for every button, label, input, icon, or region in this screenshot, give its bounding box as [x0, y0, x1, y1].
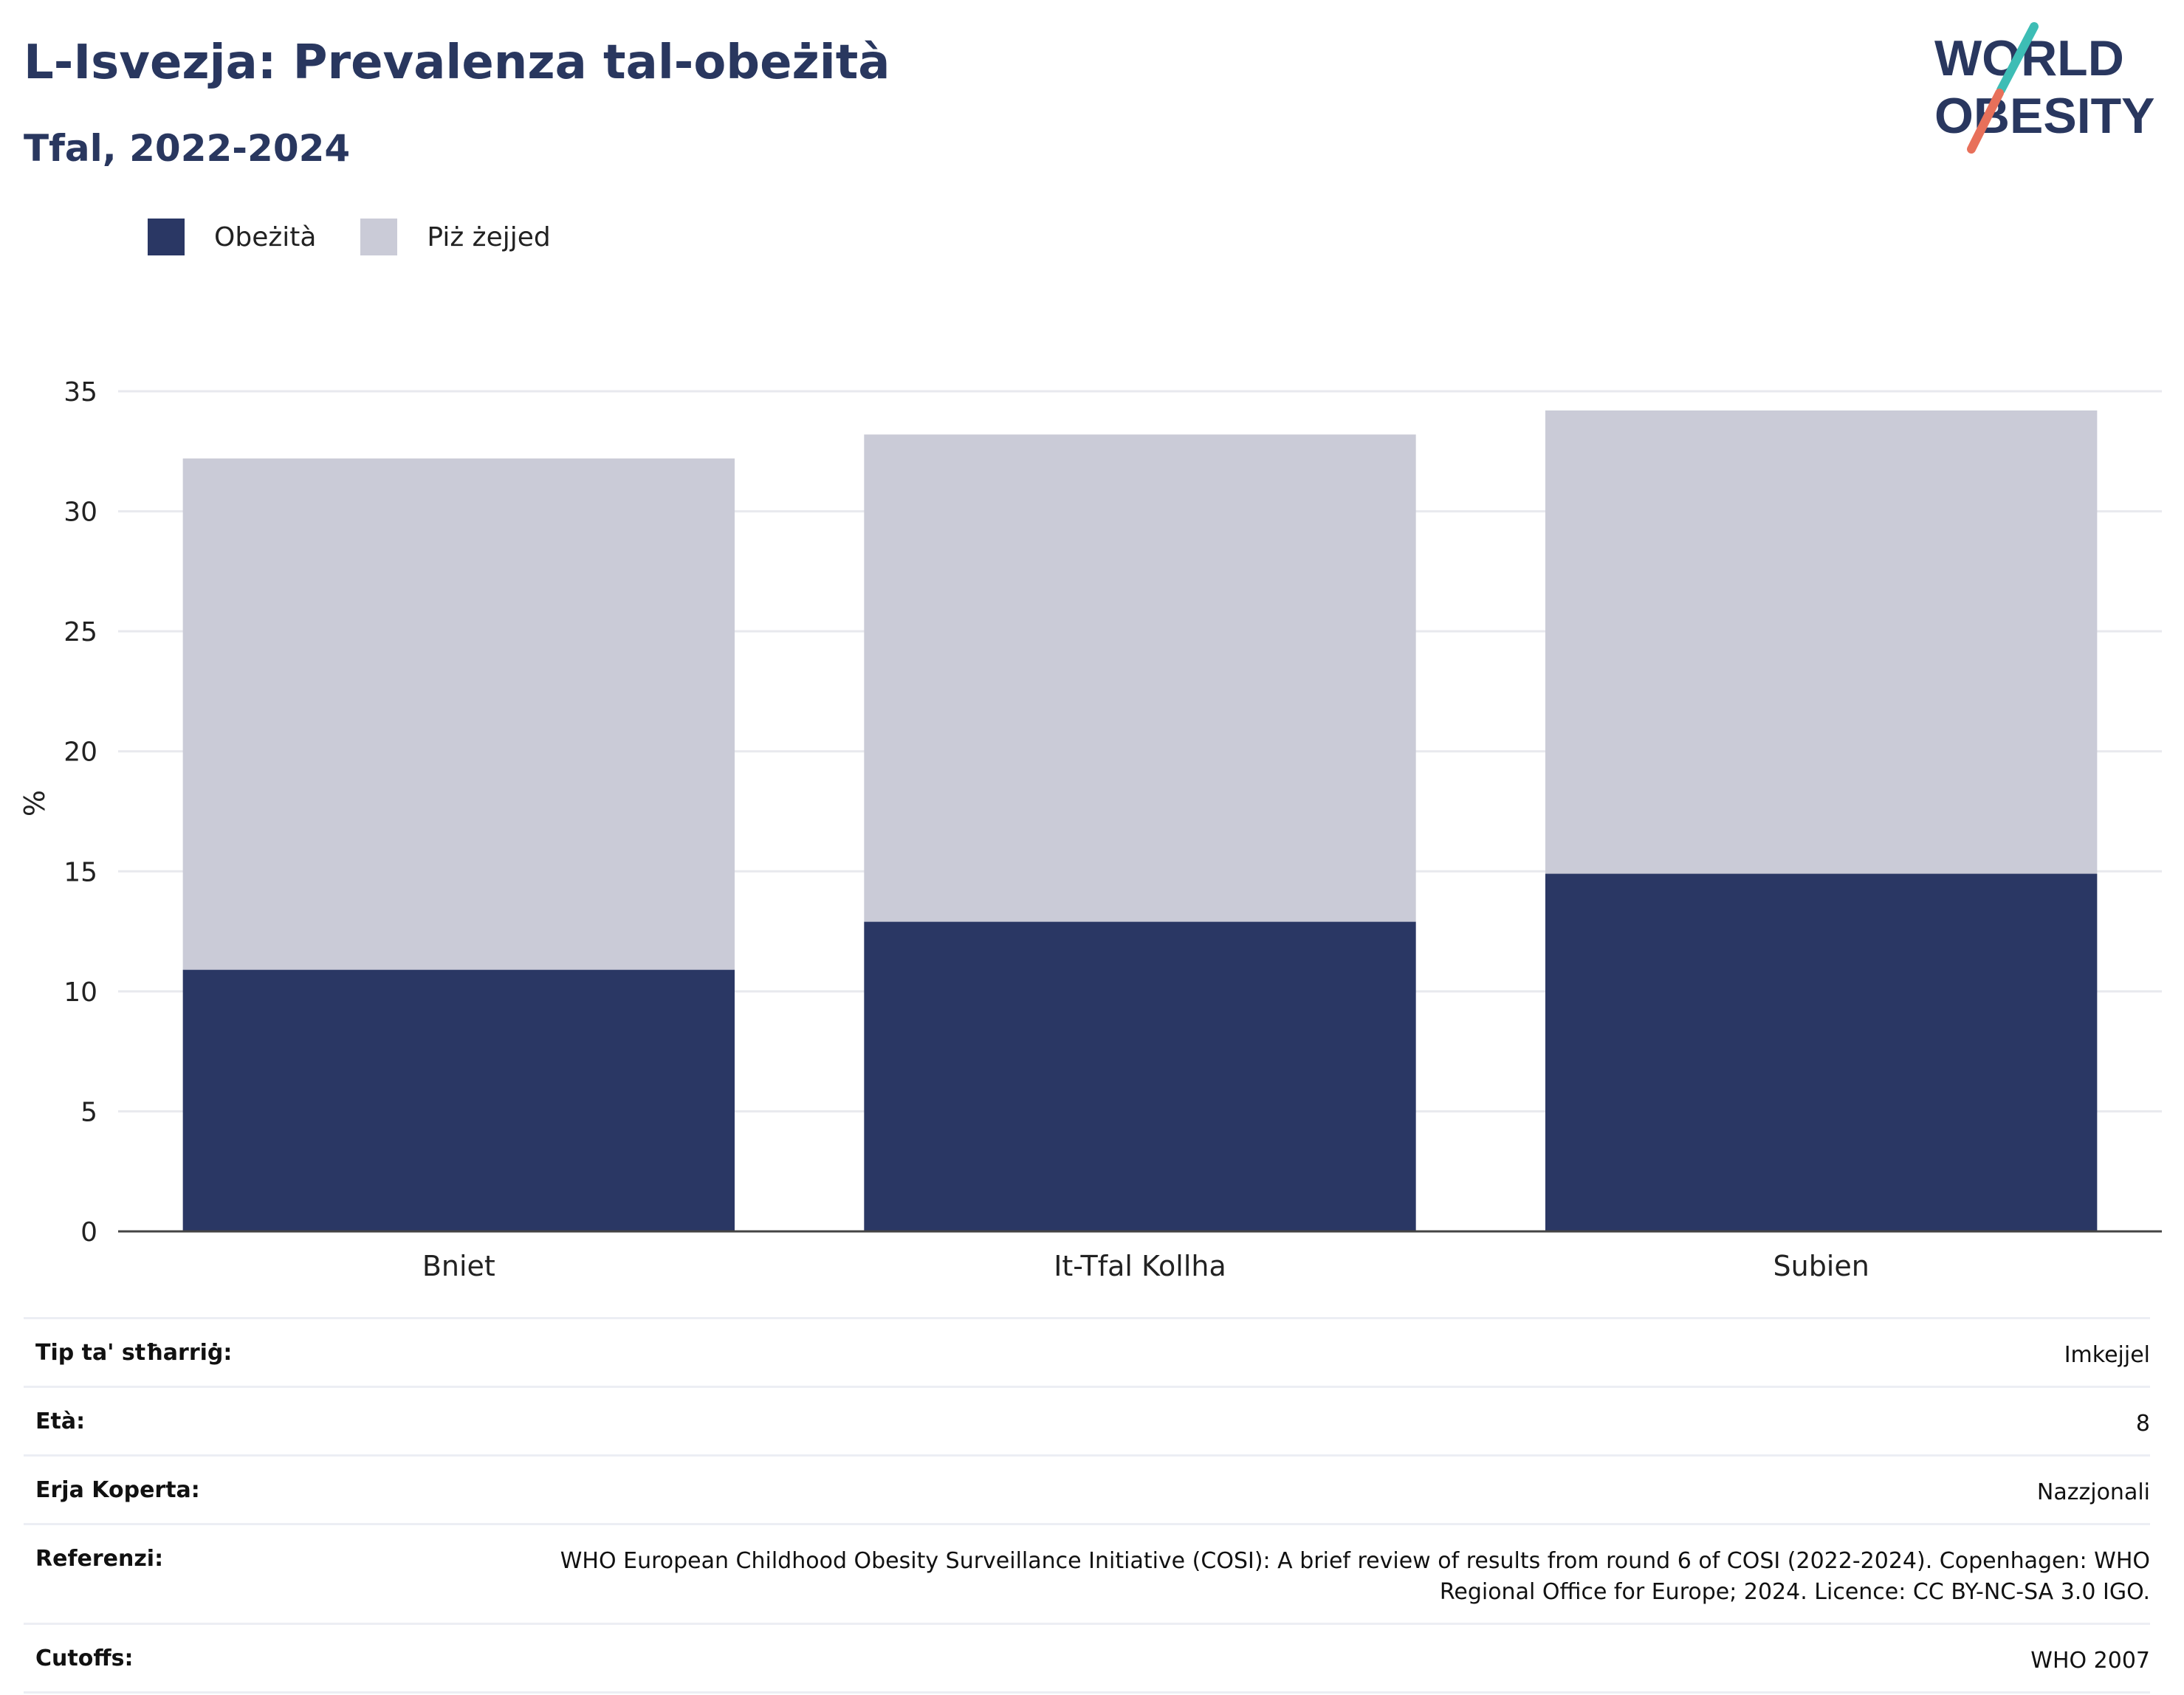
bar-overweight-0[interactable] [182, 458, 735, 970]
info-row: Età: 8 [24, 1386, 2150, 1454]
legend-item-obesity[interactable]: Obeżità [148, 219, 316, 255]
y-tick-label: 10 [63, 977, 97, 1008]
info-row: Tip ta' stħarriġ: Imkejjel [24, 1317, 2150, 1386]
bar-overweight-2[interactable] [1545, 410, 2098, 874]
bars [182, 410, 2098, 1231]
chart-title: L-Isvezja: Prevalenza tal-obeżità [24, 35, 890, 90]
y-tick-label: 35 [63, 377, 97, 408]
x-axis-ticks: Bniet It-Tfal Kollha Subien [422, 1250, 1869, 1282]
y-axis-ticks: 0 5 10 15 20 25 30 35 [63, 377, 97, 1248]
info-row: Referenzi: WHO European Childhood Obesity… [24, 1523, 2150, 1623]
x-tick-label: It-Tfal Kollha [1054, 1250, 1226, 1282]
legend-label-obesity: Obeżità [214, 221, 317, 252]
logo-teal-slash [1996, 22, 2039, 94]
info-label: Tip ta' stħarriġ: [35, 1340, 233, 1366]
bar-overweight-1[interactable] [864, 434, 1416, 922]
info-label: Erja Koperta: [35, 1477, 200, 1503]
bar-obesity-1[interactable] [864, 921, 1416, 1231]
info-row: Cutoffs: WHO 2007 [24, 1623, 2150, 1694]
y-tick-label: 0 [80, 1217, 97, 1248]
logo-coral-slash [1967, 89, 2004, 154]
world-obesity-logo: WORLD OBESITY [1934, 22, 2155, 154]
x-tick-label: Bniet [422, 1250, 495, 1282]
y-tick-label: 30 [63, 498, 97, 528]
info-label: Età: [35, 1409, 86, 1434]
stacked-bar-chart: 0 5 10 15 20 25 30 35 Bniet It-Tfal Kollha Subien… [18, 377, 2162, 1282]
y-tick-label: 5 [80, 1097, 97, 1127]
legend-label-overweight: Piż żejjed [427, 221, 551, 252]
legend-swatch-obesity [148, 219, 185, 255]
y-axis-label: % [18, 790, 51, 816]
bar-obesity-0[interactable] [182, 969, 735, 1231]
y-tick-label: 25 [63, 617, 97, 647]
info-row: Erja Koperta: Nazzjonali [24, 1454, 2150, 1523]
legend: Obeżità Piż żejjed [148, 219, 551, 255]
info-label: Cutoffs: [35, 1646, 134, 1671]
y-tick-label: 15 [63, 857, 97, 887]
info-value: Nazzjonali [2036, 1479, 2150, 1505]
info-value: WHO 2007 [2030, 1648, 2150, 1674]
info-table: Tip ta' stħarriġ: Imkejjel Età: 8 Erja Koper… [24, 1317, 2150, 1694]
chart-subtitle: Tfal, 2022-2024 [24, 127, 351, 170]
y-tick-label: 20 [63, 738, 97, 768]
bar-obesity-2[interactable] [1545, 873, 2098, 1231]
logo-line2: OBESITY [1934, 88, 2155, 144]
info-value: 8 [2135, 1411, 2150, 1437]
info-label: Referenzi: [35, 1546, 164, 1572]
x-tick-label: Subien [1773, 1250, 1869, 1282]
info-value: WHO European Childhood Obesity Surveilla… [560, 1548, 2150, 1605]
legend-item-overweight[interactable]: Piż żejjed [360, 219, 551, 255]
legend-swatch-overweight [360, 219, 398, 255]
info-value: Imkejjel [2064, 1342, 2150, 1368]
